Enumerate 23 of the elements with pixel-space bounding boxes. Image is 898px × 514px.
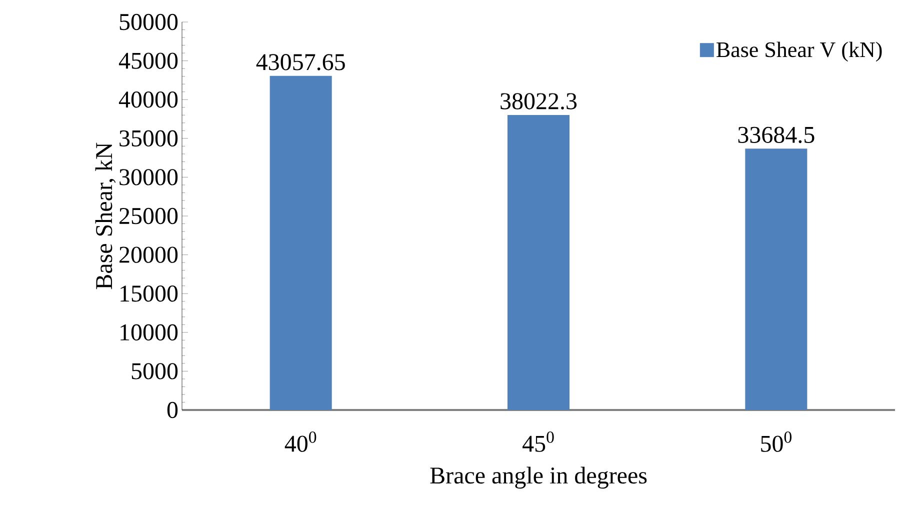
y-tick-label: 0 <box>167 402 178 418</box>
y-tick-label: 45000 <box>118 52 178 69</box>
y-axis-title: Base Shear, kN <box>95 142 116 290</box>
data-label: 33684.5 <box>738 126 814 144</box>
y-tick-label: 15000 <box>120 285 178 302</box>
y-tick-label: 35000 <box>120 130 178 146</box>
y-tick-label: 50000 <box>120 14 178 30</box>
bar <box>745 148 808 410</box>
bar <box>508 114 570 410</box>
y-tick-label: 25000 <box>120 208 178 224</box>
x-tick-label: 40$^{0}$ <box>284 432 316 452</box>
y-tick-label: 10000 <box>120 324 178 340</box>
data-label: 43057.65 <box>256 54 345 70</box>
x-axis-title: Brace angle in degrees <box>430 466 647 489</box>
y-tick-label: 30000 <box>120 169 178 186</box>
y-tick-label: 40000 <box>118 91 178 108</box>
y-tick-label: 5000 <box>132 363 178 380</box>
data-label: 38022.3 <box>500 93 577 110</box>
x-tick-label: 50$^{0}$ <box>761 432 792 452</box>
y-tick-label: 20000 <box>120 246 178 263</box>
legend-label: Base Shear V (kN) <box>716 42 882 62</box>
x-tick-label: 45$^{0}$ <box>522 432 554 452</box>
bar <box>270 76 332 410</box>
